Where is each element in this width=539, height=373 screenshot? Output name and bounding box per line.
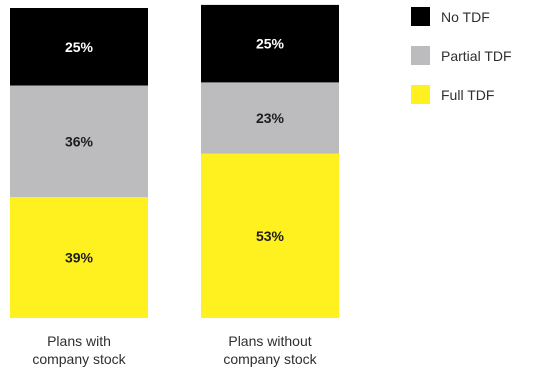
- bar-segment-no-tdf-2: [201, 4, 339, 83]
- x-tick-label-1-2: company stock: [32, 351, 126, 367]
- x-tick-label-1-1: Plans with: [47, 333, 111, 349]
- legend-label-no-tdf: No TDF: [441, 9, 490, 25]
- legend-label-full-tdf: Full TDF: [441, 87, 494, 103]
- data-label-2-2: 23%: [256, 110, 285, 126]
- data-label-2-1: 53%: [256, 228, 285, 244]
- x-tick-label-2-2: company stock: [223, 351, 317, 367]
- data-label-1-1: 39%: [65, 250, 94, 266]
- legend-swatch-partial-tdf: [411, 46, 430, 65]
- data-label-1-2: 36%: [65, 133, 94, 149]
- bar-segment-no-tdf-1: [10, 8, 148, 86]
- bar-segment-full-tdf-2: [201, 153, 339, 318]
- x-tick-label-2-1: Plans without: [228, 333, 311, 349]
- data-label-2-3: 25%: [256, 36, 285, 52]
- data-label-1-3: 25%: [65, 39, 94, 55]
- legend-label-partial-tdf: Partial TDF: [441, 48, 512, 64]
- bar-segment-full-tdf-1: [10, 197, 148, 318]
- legend-swatch-full-tdf: [411, 85, 430, 104]
- bar-segment-partial-tdf-2: [201, 82, 339, 154]
- bar-segment-partial-tdf-1: [10, 85, 148, 198]
- legend-swatch-no-tdf: [411, 7, 430, 26]
